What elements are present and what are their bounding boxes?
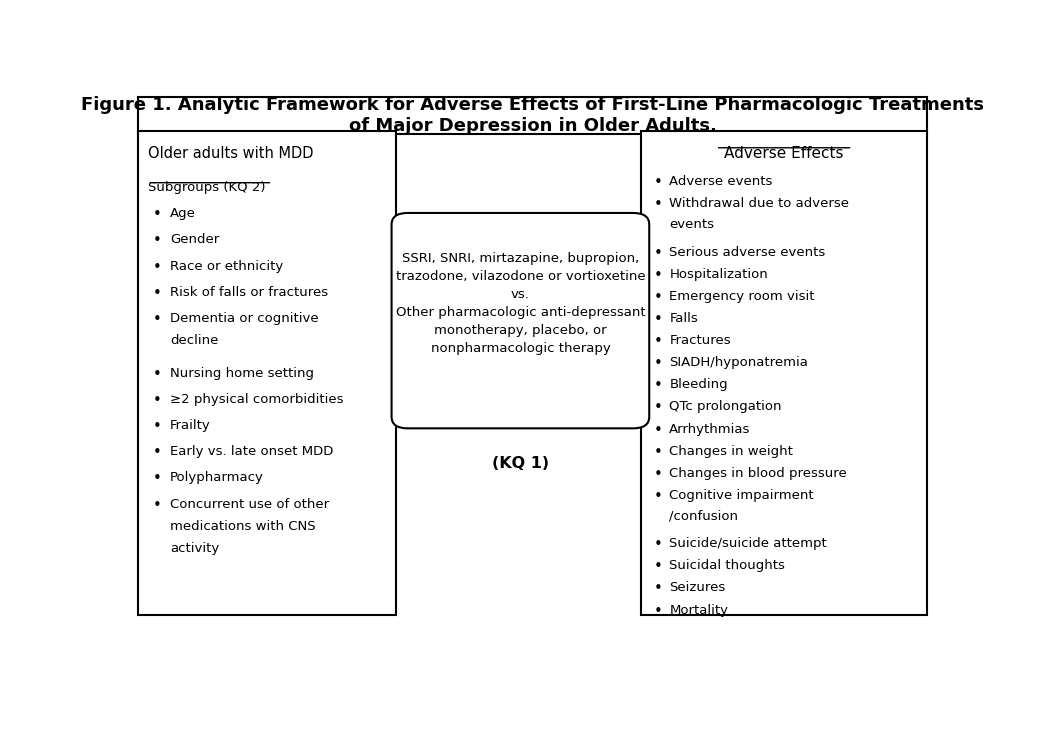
Text: QTc prolongation: QTc prolongation xyxy=(669,401,782,414)
Text: ≥2 physical comorbidities: ≥2 physical comorbidities xyxy=(170,393,344,406)
Text: •: • xyxy=(153,393,161,407)
Text: Race or ethnicity: Race or ethnicity xyxy=(170,259,284,272)
Text: Serious adverse events: Serious adverse events xyxy=(669,246,826,259)
Text: •: • xyxy=(654,423,662,438)
Text: Cognitive impairment: Cognitive impairment xyxy=(669,489,814,502)
Text: events: events xyxy=(669,218,715,231)
Text: Gender: Gender xyxy=(170,234,219,246)
Text: •: • xyxy=(153,234,161,248)
Text: Risk of falls or fractures: Risk of falls or fractures xyxy=(170,286,328,299)
Text: •: • xyxy=(654,581,662,596)
Text: decline: decline xyxy=(170,334,218,347)
Text: Older adults with MDD: Older adults with MDD xyxy=(148,146,313,161)
Text: •: • xyxy=(654,489,662,504)
Text: Fractures: Fractures xyxy=(669,334,731,347)
Text: SSRI, SNRI, mirtazapine, bupropion,
trazodone, vilazodone or vortioxetine
vs.
Ot: SSRI, SNRI, mirtazapine, bupropion, traz… xyxy=(396,252,645,355)
Text: •: • xyxy=(153,472,161,486)
Text: Adverse Effects: Adverse Effects xyxy=(724,146,844,161)
FancyBboxPatch shape xyxy=(392,213,649,429)
Text: •: • xyxy=(654,246,662,261)
Text: •: • xyxy=(153,419,161,434)
Text: •: • xyxy=(654,538,662,552)
Text: •: • xyxy=(654,401,662,415)
Text: •: • xyxy=(153,259,161,274)
Text: Bleeding: Bleeding xyxy=(669,378,728,392)
Text: SIADH/hyponatremia: SIADH/hyponatremia xyxy=(669,356,808,369)
Text: Changes in blood pressure: Changes in blood pressure xyxy=(669,466,847,480)
Text: Figure 1. Analytic Framework for Adverse Effects of First-Line Pharmacologic Tre: Figure 1. Analytic Framework for Adverse… xyxy=(81,96,984,135)
Text: Polypharmacy: Polypharmacy xyxy=(170,472,264,485)
Text: Frailty: Frailty xyxy=(170,419,211,432)
FancyBboxPatch shape xyxy=(138,97,927,135)
FancyBboxPatch shape xyxy=(641,132,927,615)
Text: Suicidal thoughts: Suicidal thoughts xyxy=(669,559,785,572)
Text: •: • xyxy=(153,367,161,382)
Text: •: • xyxy=(153,286,161,301)
Text: •: • xyxy=(654,466,662,482)
Text: /confusion: /confusion xyxy=(669,510,739,522)
Text: Hospitalization: Hospitalization xyxy=(669,268,768,280)
Text: •: • xyxy=(153,207,161,222)
Text: •: • xyxy=(153,497,161,513)
Text: Concurrent use of other: Concurrent use of other xyxy=(170,497,329,510)
Text: Suicide/suicide attempt: Suicide/suicide attempt xyxy=(669,538,827,550)
Text: (KQ 1): (KQ 1) xyxy=(491,456,549,471)
Text: •: • xyxy=(654,175,662,190)
Text: Nursing home setting: Nursing home setting xyxy=(170,367,314,380)
Text: activity: activity xyxy=(170,542,219,555)
Text: Arrhythmias: Arrhythmias xyxy=(669,423,751,435)
Text: •: • xyxy=(654,559,662,575)
Text: Falls: Falls xyxy=(669,312,698,325)
Text: Adverse events: Adverse events xyxy=(669,175,773,188)
Text: •: • xyxy=(654,290,662,305)
Text: Age: Age xyxy=(170,207,196,220)
Text: Mortality: Mortality xyxy=(669,603,728,617)
Text: •: • xyxy=(654,356,662,371)
Text: Emergency room visit: Emergency room visit xyxy=(669,290,815,303)
Text: •: • xyxy=(654,312,662,327)
Text: •: • xyxy=(153,445,161,460)
Text: •: • xyxy=(654,334,662,349)
Text: •: • xyxy=(654,268,662,283)
Text: •: • xyxy=(654,197,662,212)
Text: Early vs. late onset MDD: Early vs. late onset MDD xyxy=(170,445,334,458)
Text: Changes in weight: Changes in weight xyxy=(669,445,793,457)
Text: •: • xyxy=(153,312,161,327)
Text: Subgroups (KQ 2): Subgroups (KQ 2) xyxy=(148,181,265,194)
Text: Dementia or cognitive: Dementia or cognitive xyxy=(170,312,319,325)
Text: Withdrawal due to adverse: Withdrawal due to adverse xyxy=(669,197,849,210)
Text: •: • xyxy=(654,603,662,618)
Text: medications with CNS: medications with CNS xyxy=(170,519,316,533)
Text: •: • xyxy=(654,445,662,460)
Text: Seizures: Seizures xyxy=(669,581,725,594)
FancyBboxPatch shape xyxy=(138,132,396,615)
Text: •: • xyxy=(654,378,662,393)
